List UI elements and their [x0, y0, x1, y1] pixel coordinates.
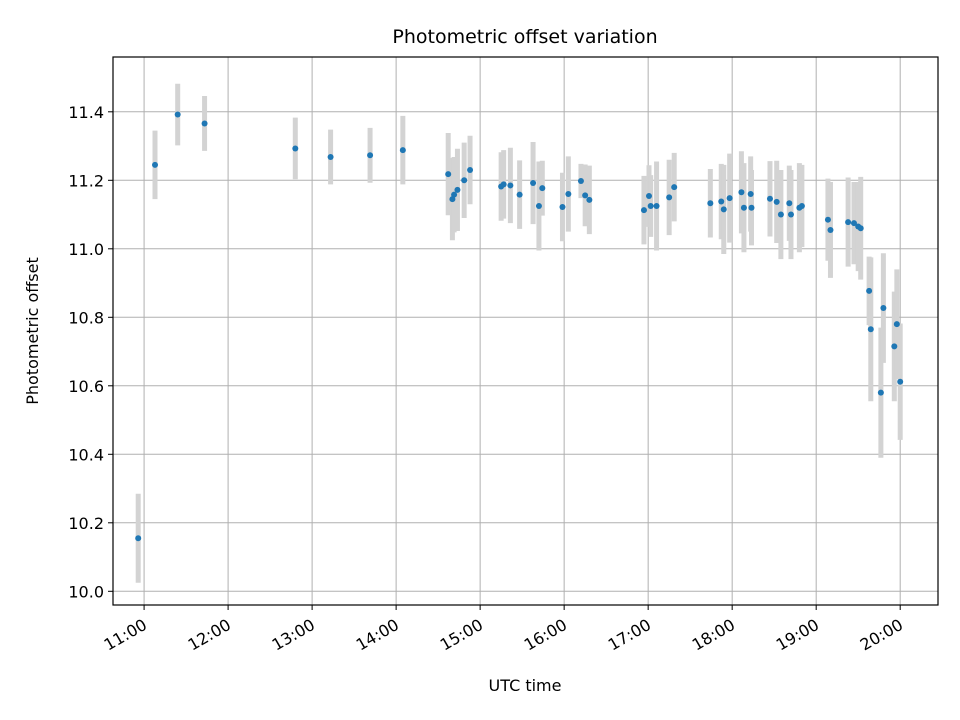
data-point: [857, 225, 864, 232]
data-point: [152, 161, 159, 168]
x-axis-label: UTC time: [489, 676, 562, 695]
data-point: [798, 202, 805, 209]
data-point: [666, 194, 673, 201]
y-axis-label: Photometric offset: [23, 257, 42, 405]
data-point: [292, 145, 299, 152]
data-point: [451, 191, 458, 198]
data-point: [880, 305, 887, 312]
data-point: [367, 152, 374, 159]
data-point: [787, 211, 794, 218]
data-point: [582, 192, 589, 199]
data-point: [647, 202, 654, 209]
data-point: [827, 226, 834, 233]
y-tick-label: 11.0: [68, 240, 104, 259]
y-tick-label: 10.0: [68, 582, 104, 601]
data-point: [539, 185, 546, 192]
data-point: [530, 180, 537, 187]
data-point: [500, 181, 507, 188]
data-point: [740, 204, 747, 211]
data-point: [866, 287, 873, 294]
y-tick-label: 10.6: [68, 377, 104, 396]
data-point: [748, 204, 755, 211]
y-tick-label: 10.4: [68, 445, 104, 464]
data-point: [174, 111, 181, 118]
data-point: [766, 195, 773, 202]
data-point: [399, 147, 406, 154]
data-point: [850, 220, 857, 227]
y-tick-label: 11.4: [68, 103, 104, 122]
y-tick-label: 10.8: [68, 308, 104, 327]
data-point: [726, 195, 733, 202]
data-point: [845, 219, 852, 226]
data-point: [565, 191, 572, 197]
data-points: [135, 111, 904, 542]
data-point: [586, 196, 593, 203]
data-point: [135, 535, 142, 542]
data-point: [454, 186, 461, 193]
data-point: [645, 193, 652, 200]
data-point: [877, 389, 884, 396]
data-point: [786, 200, 793, 207]
data-point: [777, 211, 784, 218]
plot-frame: [112, 56, 939, 606]
data-point: [707, 200, 714, 207]
data-point: [535, 202, 542, 209]
data-point: [507, 182, 514, 189]
data-point: [738, 189, 745, 196]
data-point: [201, 120, 208, 127]
data-point: [445, 171, 452, 178]
y-tick-label: 10.2: [68, 514, 104, 533]
y-tick-label: 11.2: [68, 171, 104, 190]
data-point: [516, 191, 523, 198]
data-point: [467, 167, 474, 174]
data-point: [897, 378, 904, 385]
data-point: [718, 198, 725, 205]
data-point: [773, 198, 780, 205]
data-point: [327, 154, 334, 161]
data-point: [720, 206, 727, 213]
data-point: [640, 207, 647, 214]
chart-title: Photometric offset variation: [392, 26, 657, 48]
data-point: [747, 191, 754, 197]
data-point: [461, 177, 468, 184]
data-point: [671, 184, 678, 191]
data-point: [893, 321, 900, 328]
data-point: [867, 326, 874, 333]
y-axis-ticks: 10.0 10.2 10.4 10.6 10.8 11.0 11.2 11.4: [68, 103, 113, 601]
data-point: [891, 343, 898, 350]
data-point: [559, 204, 566, 211]
data-point: [653, 202, 660, 209]
data-point: [824, 216, 831, 223]
data-point: [577, 177, 584, 184]
